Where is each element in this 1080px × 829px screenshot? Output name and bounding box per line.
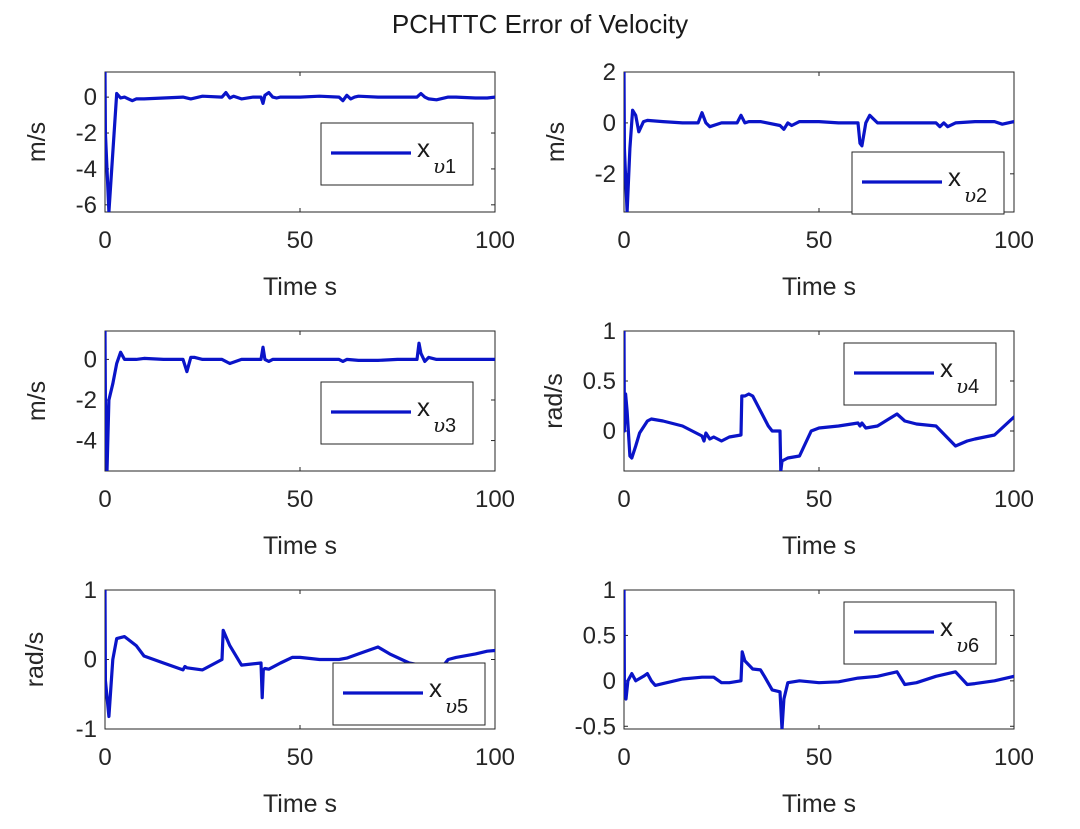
subplot-4: 0 50 100 0 0.5 1 Time s rad/s xυ 4 [540, 318, 1034, 560]
legend-subscript-symbol: υ [956, 633, 968, 657]
legend: xυ 1 [320, 122, 474, 186]
y-tick-label: 2 [603, 59, 616, 86]
series-line-x_v2 [624, 72, 1014, 212]
x-tick-label: 0 [98, 227, 111, 254]
legend-label: x [417, 133, 430, 163]
legend: xυ 2 [851, 151, 1005, 215]
x-tick-label: 100 [994, 486, 1034, 513]
y-tick-label: 0 [84, 647, 97, 674]
y-axis-label: m/s [23, 381, 51, 421]
legend-subscript-symbol: υ [956, 374, 968, 398]
legend-subscript-symbol: υ [433, 154, 445, 178]
x-tick-label: 0 [617, 227, 630, 254]
y-tick-label: 0.5 [583, 368, 616, 395]
y-tick-label: 1 [603, 577, 616, 604]
legend-subscript-symbol: υ [964, 183, 976, 207]
x-tick-label: 50 [806, 486, 833, 513]
legend-subscript-number: 5 [457, 696, 468, 718]
y-tick-label: -4 [76, 156, 97, 183]
subplot-1: 0 50 100 -6 -4 -2 0 Time s m/s xυ 1 [23, 71, 515, 301]
x-tick-label: 100 [994, 744, 1034, 771]
y-tick-label: -4 [76, 428, 97, 455]
x-tick-label: 0 [617, 486, 630, 513]
x-axis-label: Time s [782, 790, 856, 818]
legend-label: x [948, 162, 961, 192]
legend-subscript-number: 3 [445, 415, 456, 437]
legend-label: x [417, 392, 430, 422]
y-tick-label: 0.5 [583, 622, 616, 649]
series-line-x_v4 [624, 331, 1014, 471]
series-line-x_v6 [624, 590, 1014, 729]
legend: xυ 6 [843, 601, 997, 665]
x-tick-label: 0 [98, 486, 111, 513]
y-tick-label: 0 [603, 668, 616, 695]
x-axis-label: Time s [782, 273, 856, 301]
y-axis-label: rad/s [21, 632, 49, 688]
x-tick-label: 0 [98, 744, 111, 771]
legend: xυ 3 [320, 381, 474, 445]
y-tick-label: -2 [76, 387, 97, 414]
legend-label: x [940, 612, 953, 642]
x-tick-label: 0 [617, 744, 630, 771]
legend-subscript-number: 2 [976, 185, 987, 207]
subplot-3: 0 50 100 -4 -2 0 Time s m/s xυ 3 [23, 330, 515, 560]
y-axis-label: rad/s [540, 373, 568, 429]
y-axis-label: m/s [542, 122, 570, 162]
y-tick-label: -2 [595, 161, 616, 188]
x-tick-label: 50 [806, 744, 833, 771]
y-tick-label: 1 [603, 318, 616, 345]
figure-title: PCHTTC Error of Velocity [392, 9, 688, 39]
y-tick-label: 0 [84, 346, 97, 373]
x-tick-label: 100 [994, 227, 1034, 254]
x-tick-label: 50 [287, 744, 314, 771]
legend: xυ 5 [332, 662, 486, 726]
x-tick-label: 50 [287, 486, 314, 513]
x-axis-label: Time s [263, 273, 337, 301]
legend-label: x [940, 353, 953, 383]
x-axis-label: Time s [782, 532, 856, 560]
legend: xυ 4 [843, 342, 997, 406]
series-line-x_v1 [105, 72, 495, 212]
y-tick-label: -2 [76, 120, 97, 147]
y-tick-label: -0.5 [575, 713, 616, 740]
legend-subscript-symbol: υ [445, 694, 457, 718]
legend-subscript-number: 4 [968, 376, 979, 398]
y-tick-label: -1 [76, 716, 97, 743]
legend-subscript-number: 1 [445, 156, 456, 178]
y-tick-label: 1 [84, 577, 97, 604]
legend-label: x [429, 673, 442, 703]
y-tick-label: 0 [84, 84, 97, 111]
y-tick-label: 0 [603, 110, 616, 137]
x-axis-label: Time s [263, 790, 337, 818]
y-tick-label: -6 [76, 192, 97, 219]
x-axis-label: Time s [263, 532, 337, 560]
x-tick-label: 100 [475, 227, 515, 254]
y-axis-label: m/s [23, 122, 51, 162]
legend-subscript-symbol: υ [433, 413, 445, 437]
x-tick-label: 50 [287, 227, 314, 254]
series-line-x_v3 [105, 331, 495, 471]
legend-subscript-number: 6 [968, 635, 979, 657]
x-tick-label: 100 [475, 486, 515, 513]
x-tick-label: 100 [475, 744, 515, 771]
y-tick-label: 0 [603, 418, 616, 445]
x-tick-label: 50 [806, 227, 833, 254]
